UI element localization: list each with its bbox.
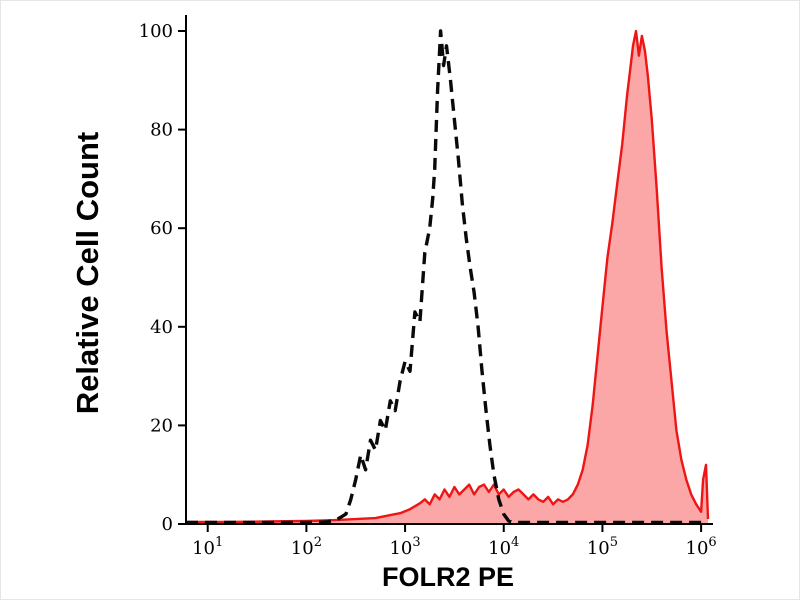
x-axis-label: FOLR2 PE xyxy=(382,562,514,592)
stained-sample-curve xyxy=(186,29,710,524)
x-tick-label-1e3: 103 xyxy=(389,535,420,559)
x-tick-label-1e5: 105 xyxy=(587,535,618,559)
y-tick-label-40: 40 xyxy=(150,317,173,338)
x-tick-label-1e6: 106 xyxy=(686,535,717,559)
y-tick-label-80: 80 xyxy=(150,120,173,141)
y-tick-label-100: 100 xyxy=(139,21,173,42)
isotype-control-curve xyxy=(186,29,708,525)
y-axis-label: Relative Cell Count xyxy=(70,132,105,415)
y-tick-label-20: 20 xyxy=(150,415,173,436)
axes-layer: 0 20 40 60 80 100 101 102 103 104 105 106 xyxy=(139,15,717,559)
x-tick-label-1e1: 101 xyxy=(192,535,223,559)
x-tick-label-1e4: 104 xyxy=(488,535,519,559)
y-tick-label-60: 60 xyxy=(150,218,173,239)
series-layer xyxy=(186,29,710,525)
stained-sample-fill xyxy=(186,31,708,524)
y-tick-label-0: 0 xyxy=(162,514,173,535)
x-tick-label-1e2: 102 xyxy=(291,535,322,559)
